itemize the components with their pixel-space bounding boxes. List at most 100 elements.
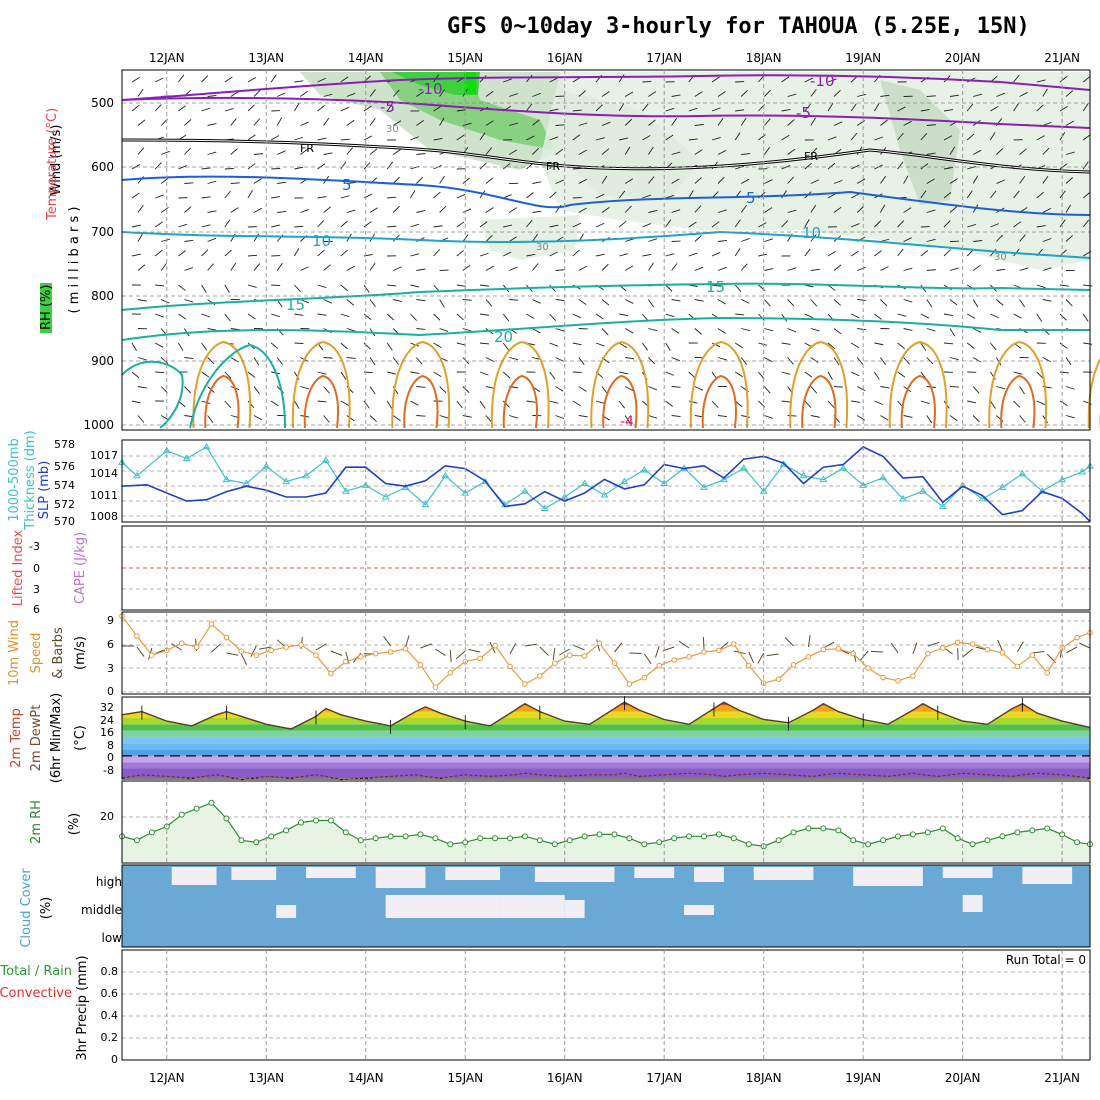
tick-label: 900 (91, 354, 114, 368)
rh2m-point (909, 831, 916, 838)
wind-barb (137, 233, 143, 242)
wind-barb (595, 400, 605, 404)
wind-barb (787, 176, 795, 184)
tick-label: 570 (54, 515, 75, 528)
cloud-unit-label: (%) (39, 897, 54, 920)
wind-barb (642, 103, 649, 112)
wind-barb (648, 328, 658, 332)
wind-barb (966, 313, 976, 319)
wind-barb (439, 415, 449, 419)
cloud-level-label: low (102, 931, 123, 945)
contour-minus5 (121, 96, 1091, 129)
wind-barb (207, 210, 217, 213)
wind10-barb (559, 648, 570, 656)
wind-barb (926, 328, 936, 332)
precip-grid (122, 971, 1090, 1039)
wind-barb (688, 138, 698, 141)
wind-barb (804, 371, 813, 378)
wind-barb (740, 178, 750, 184)
rh2m-point (700, 833, 707, 840)
wind-barb (340, 220, 348, 228)
wind-barb (966, 342, 975, 349)
temp-band (122, 711, 1090, 718)
rh2m-point (611, 831, 618, 838)
rh2m-point (238, 837, 245, 844)
contour-label: -10 (418, 80, 443, 98)
wind-barb (990, 248, 997, 257)
temp-band (122, 743, 1090, 750)
rh2m-point (805, 825, 812, 832)
wind10-point (954, 639, 961, 646)
wind-barb (549, 251, 558, 257)
wind-barb (1082, 161, 1089, 170)
wind-barb (387, 284, 397, 287)
wind-barb (572, 313, 582, 319)
wind-barb (294, 80, 304, 83)
wind-barb (131, 164, 140, 170)
wind-barb (810, 299, 818, 307)
wind-barb (433, 105, 442, 112)
wind10-barb (1078, 642, 1091, 649)
plume-contour (204, 374, 240, 429)
wind-barb (155, 371, 165, 374)
temp-band (122, 717, 1090, 725)
wind-barb (926, 152, 936, 155)
wind-barb (648, 119, 656, 126)
wind-barb (810, 268, 820, 271)
day-gridlines (166, 70, 1063, 1060)
wind-barb (624, 91, 634, 97)
wind-barb (1059, 284, 1069, 287)
wind10-point (566, 652, 573, 659)
wind10-point (522, 681, 528, 687)
wind-barb (717, 209, 727, 213)
wind-barb (734, 248, 741, 257)
wind10-point (611, 660, 618, 667)
wind-barb (369, 89, 376, 97)
wind-barb (532, 181, 542, 184)
upper-y-labels: Wind (m/s) Temperature (°C) RH (%) ( m i… (39, 108, 82, 333)
wind-barb (735, 165, 744, 170)
pressure-grid (122, 102, 1090, 426)
wind-barb (857, 299, 867, 301)
thickness-point (998, 483, 1007, 490)
wind-barb (648, 262, 654, 271)
wind-barb (1042, 299, 1052, 302)
wind-barb (665, 284, 673, 292)
thickness-point (381, 493, 390, 500)
wind-barb (804, 218, 810, 228)
wind-barb (926, 124, 936, 126)
wind-barb (323, 264, 331, 271)
wind10-point (716, 647, 722, 654)
wind-barb (787, 209, 797, 213)
wind-barb (624, 205, 632, 213)
wind10-barb (927, 641, 940, 647)
wind-barb (642, 194, 652, 199)
wind-barb (131, 400, 141, 404)
wind10-point (268, 647, 275, 654)
wind-barb (509, 357, 519, 361)
wind-barb (479, 284, 489, 287)
wind-barb (810, 415, 820, 418)
wind-barb (294, 313, 304, 316)
wind10-point (313, 652, 319, 659)
wind-barb (526, 219, 533, 228)
cloud-clear-areas (171, 867, 1073, 918)
wind-barb (201, 107, 211, 112)
thickness-point (182, 454, 191, 461)
wind-barb (532, 119, 540, 126)
wind10-point (671, 657, 677, 663)
contour-label: 5 (746, 189, 756, 207)
wind-barb (810, 357, 819, 363)
wind-barb (665, 313, 675, 318)
wind-barb (642, 342, 649, 351)
wind-barb (207, 415, 214, 424)
wind-barb (160, 357, 169, 364)
wind-barb (294, 371, 300, 380)
wind-barb (665, 400, 673, 407)
wind-barb (207, 180, 217, 184)
rh2m-point (924, 829, 931, 836)
wind10-series (119, 613, 1093, 691)
wind10-barb (171, 643, 182, 651)
wind-barb (224, 219, 231, 228)
wind-barb (851, 313, 860, 319)
